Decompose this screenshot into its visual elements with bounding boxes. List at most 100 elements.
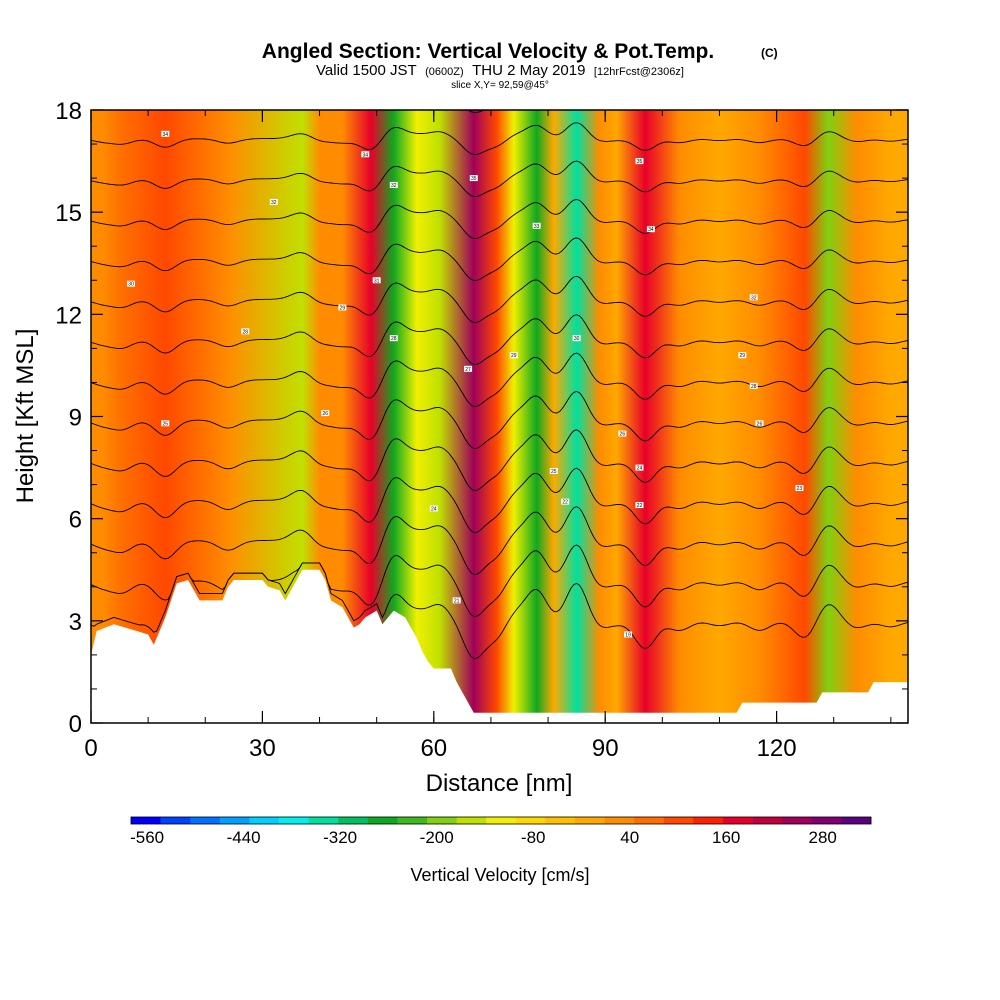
contour-label: 26 xyxy=(755,420,764,427)
contour-label-box xyxy=(241,328,250,335)
isentrope-line xyxy=(91,199,908,239)
contour-label: 28 xyxy=(389,335,398,342)
contour-label-box xyxy=(755,420,764,427)
colorbar-cell xyxy=(782,817,813,824)
contour-label: 19 xyxy=(624,631,633,638)
colorbar-tick-label: -560 xyxy=(130,828,164,847)
contour-label-text: 32 xyxy=(391,183,397,189)
isentrope-line xyxy=(91,544,908,617)
colorbar-cell xyxy=(160,817,191,824)
contour-label-text: 33 xyxy=(534,224,540,230)
contour-label-text: 30 xyxy=(128,282,134,288)
chart-subtitle: Valid 1500 JST (0600Z) THU 2 May 2019 [1… xyxy=(316,62,684,79)
contour-label-text: 24 xyxy=(637,466,643,472)
contour-label-box xyxy=(532,222,541,229)
subtitle-date: THU 2 May 2019 xyxy=(472,62,585,79)
terrain xyxy=(91,569,908,723)
colorbar-cell xyxy=(811,817,842,824)
contour-label-text: 35 xyxy=(471,176,477,182)
y-axis-label: Height [Kft MSL] xyxy=(12,329,39,504)
contour-label-text: 22 xyxy=(637,503,643,509)
contour-label-box xyxy=(549,467,558,474)
colorbar-cell xyxy=(486,817,517,824)
y-axis: 0 3 6 9 12 15 18 xyxy=(55,98,908,738)
colorbar-cell xyxy=(456,817,487,824)
colorbar-cell xyxy=(575,817,605,824)
colorbar-label: Vertical Velocity [cm/s] xyxy=(410,865,589,885)
contour-label-box xyxy=(795,485,804,492)
contour-label: 22 xyxy=(635,502,644,509)
contour-label-text: 30 xyxy=(574,336,580,342)
contour-label-text: 28 xyxy=(391,336,397,342)
isentrope-line xyxy=(91,429,908,491)
colorbar-tick-label: -200 xyxy=(420,828,454,847)
contour-label: 34 xyxy=(646,226,655,233)
colorbar-cell xyxy=(338,817,369,824)
colorbar-cell xyxy=(723,817,753,824)
contour-label-text: 25 xyxy=(551,469,557,475)
colorbar-cell xyxy=(219,817,250,824)
colorbar-cell xyxy=(397,817,428,824)
contour-label-box xyxy=(635,464,644,471)
subtitle-valid: Valid 1500 JST xyxy=(316,62,417,79)
contour-label-box xyxy=(618,430,627,437)
contour-label-box xyxy=(509,352,518,359)
x-tick-label: 30 xyxy=(249,735,276,762)
contour-label-text: 28 xyxy=(751,384,757,390)
contour-label-text: 34 xyxy=(162,132,168,138)
contour-label: 32 xyxy=(269,198,278,206)
contour-label: 29 xyxy=(338,304,347,312)
isentrope-line xyxy=(91,275,908,323)
contour-label-text: 25 xyxy=(162,421,168,427)
colorbar-cell xyxy=(545,817,576,824)
contour-label-box xyxy=(389,181,398,188)
colorbar-cell xyxy=(663,817,694,824)
contour-label-box xyxy=(561,498,570,505)
chart-title-units: (C) xyxy=(761,46,778,60)
subtitle-utc: (0600Z) xyxy=(425,66,464,78)
y-tick-label: 12 xyxy=(55,302,82,329)
contour-label: 30 xyxy=(572,335,581,342)
contour-label: 29 xyxy=(738,352,747,359)
contour-label-text: 24 xyxy=(431,506,437,512)
x-tick-label: 0 xyxy=(84,735,97,762)
colorbar-tick-label: -80 xyxy=(521,828,546,847)
colorbar-tick-label: -440 xyxy=(227,828,261,847)
y-tick-label: 9 xyxy=(69,405,82,432)
colorbar-cell xyxy=(279,817,309,824)
contour-label-text: 34 xyxy=(648,227,654,233)
colorbar-cell xyxy=(308,817,339,824)
colorbar-cell xyxy=(752,817,783,824)
contour-label: 32 xyxy=(389,181,398,189)
colorbar-cell xyxy=(634,817,665,824)
y-tick-label: 18 xyxy=(55,98,82,125)
contour-label-text: 31 xyxy=(374,278,380,284)
contour-label-box xyxy=(749,294,758,301)
contour-label-box xyxy=(389,335,398,342)
contour-label-text: 21 xyxy=(454,598,460,604)
y-tick-label: 15 xyxy=(55,200,82,227)
colorbar-cell xyxy=(693,817,724,824)
contour-label-text: 29 xyxy=(740,353,746,359)
slice-label: slice X,Y= 92,59@45° xyxy=(451,80,549,91)
contour-label-text: 26 xyxy=(322,411,328,417)
contour-label-text: 28 xyxy=(242,329,248,335)
colorbar-cell xyxy=(515,817,546,824)
isentrope-line xyxy=(91,467,908,533)
contour-label: 26 xyxy=(618,430,627,438)
contour-label-text: 35 xyxy=(637,159,643,165)
colorbar-cell xyxy=(131,817,161,824)
contour-label: 25 xyxy=(161,420,170,427)
contour-label-box xyxy=(126,280,135,287)
contour-label-box xyxy=(749,382,758,389)
plot-area: 34 32 34 32 35 35 33 34 30 31 32 29 28 28 30 29 27 29 28 25… xyxy=(91,110,908,723)
contour-label-box xyxy=(572,335,581,342)
contour-label-box xyxy=(338,304,347,311)
contour-label: 34 xyxy=(161,130,170,138)
colorbar-cell xyxy=(249,817,280,824)
contour-label: 34 xyxy=(361,151,370,158)
colorbar-cell xyxy=(190,817,221,824)
contour-label: 22 xyxy=(561,498,570,506)
contour-label-box xyxy=(372,277,381,284)
contour-label-box xyxy=(646,226,655,233)
